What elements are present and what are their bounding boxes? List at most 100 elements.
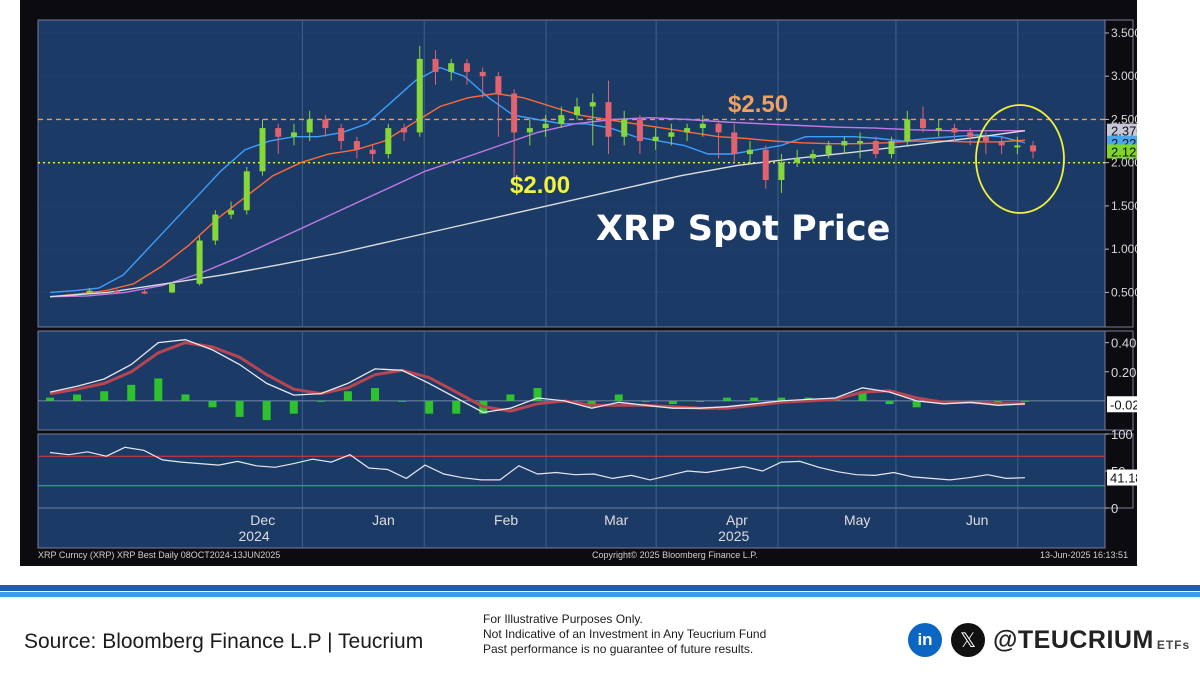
macd-histogram-bar [127, 384, 136, 401]
candle-body [1030, 145, 1037, 152]
candle-body [747, 149, 754, 155]
candle-body [369, 149, 376, 155]
candle-body [951, 128, 958, 133]
candle-body [574, 106, 581, 116]
macd-histogram-bar [398, 400, 407, 402]
terminal-footer-center: Copyright© 2025 Bloomberg Finance L.P. [592, 550, 758, 560]
macd-histogram-bar [289, 400, 298, 414]
candle-body [432, 58, 439, 72]
x-twitter-icon[interactable]: 𝕏 [951, 623, 985, 657]
macd-histogram-bar [777, 397, 786, 401]
chart-title: XRP Spot Price [596, 209, 890, 249]
x-tick-label: Dec [250, 512, 275, 528]
macd-histogram-bar [371, 388, 379, 401]
candle-body [825, 145, 832, 155]
candle-body [699, 123, 706, 129]
moving-average-line [49, 116, 1025, 298]
macd-histogram-bar [750, 397, 759, 401]
macd-histogram-bar [262, 400, 271, 421]
rsi-last-label-bg [1107, 469, 1137, 486]
macd-histogram-bar [641, 400, 650, 402]
macd-histogram-bar [46, 397, 54, 401]
candle-body [259, 128, 266, 172]
candle-body [275, 128, 282, 137]
candle-body [306, 119, 313, 133]
candle-body [511, 93, 518, 133]
macd-histogram-bar [533, 388, 542, 401]
candle-body [809, 154, 816, 159]
moving-average-line [49, 66, 1026, 294]
macd-histogram-bar [912, 400, 921, 408]
macd-histogram-bar [858, 391, 867, 401]
chart-canvas: 3.5000 3.0000 2.5000 2.0000 1.5000 1.0000 0.50… [20, 0, 1137, 566]
macd-axis-area [1104, 330, 1134, 431]
terminal-footer-left: XRP Curncy (XRP) XRP Best Daily 08OCT202… [38, 550, 280, 560]
linkedin-icon[interactable]: in [908, 623, 942, 657]
x-tick-label: Jan [372, 512, 395, 528]
x-icon-text: 𝕏 [959, 629, 977, 652]
candle-body [86, 290, 93, 293]
candle-body [621, 119, 628, 137]
candle-body [558, 115, 565, 124]
teucrium-handle: @TEUCRIUM [993, 625, 1154, 654]
macd-histogram-bar [425, 400, 434, 414]
rsi-last-label: 41.1818 [1110, 471, 1137, 486]
candle-body [636, 119, 643, 142]
macd-histogram-bar [181, 394, 190, 401]
last-price-label-bg [1107, 144, 1137, 159]
candle-body [416, 58, 423, 133]
date-axis-area [37, 507, 1106, 549]
candle-body [495, 76, 502, 94]
macd-last-label: -0.0232 [1110, 397, 1137, 412]
annotation-200: $2.00 [510, 172, 570, 199]
candle-body [857, 141, 864, 144]
candle-body [888, 141, 895, 155]
candle-body [715, 123, 722, 133]
rsi-line [49, 446, 1026, 481]
price-tick-label: 0.5000 [1111, 285, 1137, 299]
header-rule-light [0, 592, 1200, 597]
candle-body [872, 141, 879, 155]
annotation-250: $2.50 [728, 91, 788, 118]
last-price-label-bg [1107, 123, 1137, 138]
macd-histogram-bar [208, 400, 217, 408]
x-tick-label: Jun [966, 512, 989, 528]
candle-body [401, 128, 408, 133]
candle-body [212, 214, 219, 241]
linkedin-icon-text: in [917, 630, 933, 649]
macd-histogram-bar [506, 394, 515, 401]
last-price-label: 2.1293 [1111, 144, 1137, 159]
candle-body [114, 290, 121, 293]
price-tick-label: 1.0000 [1111, 242, 1137, 256]
price-tick-label: 2.0000 [1111, 156, 1137, 170]
macd-histogram-bar [100, 391, 109, 401]
macd-histogram-bar [614, 394, 623, 401]
candle-body [479, 71, 486, 77]
x-tick-label: Feb [494, 512, 518, 528]
candle-body [1014, 145, 1021, 148]
rsi-tick-label: 100 [1111, 427, 1133, 442]
x-tick-label: May [844, 512, 870, 528]
candle-body [668, 132, 675, 137]
candle-body [904, 119, 911, 142]
macd-histogram-bar [154, 378, 163, 401]
candle-body [794, 158, 801, 163]
candle-body [605, 102, 612, 137]
macd-panel-background [37, 330, 1106, 431]
price-tick-label: 2.5000 [1111, 112, 1137, 126]
macd-histogram-bar [343, 391, 352, 401]
macd-tick-label: 0.40 [1111, 336, 1136, 351]
macd-histogram-bar [1021, 400, 1029, 402]
candle-body [338, 128, 345, 142]
terminal-footer-right: 13-Jun-2025 16:13:51 [1040, 550, 1128, 560]
candle-body [141, 291, 148, 294]
disclaimer-line: Not Indicative of an Investment in Any T… [483, 627, 767, 641]
highlight-circle [975, 104, 1065, 214]
disclaimer: For Illustrative Purposes Only. Not Indi… [483, 612, 766, 657]
candle-body [353, 141, 360, 150]
candle-body [967, 132, 974, 137]
macd-histogram-bar [235, 400, 244, 417]
rsi-panel-background [37, 433, 1106, 509]
candle-body [542, 123, 549, 129]
last-price-label: 2.3704 [1111, 124, 1137, 139]
